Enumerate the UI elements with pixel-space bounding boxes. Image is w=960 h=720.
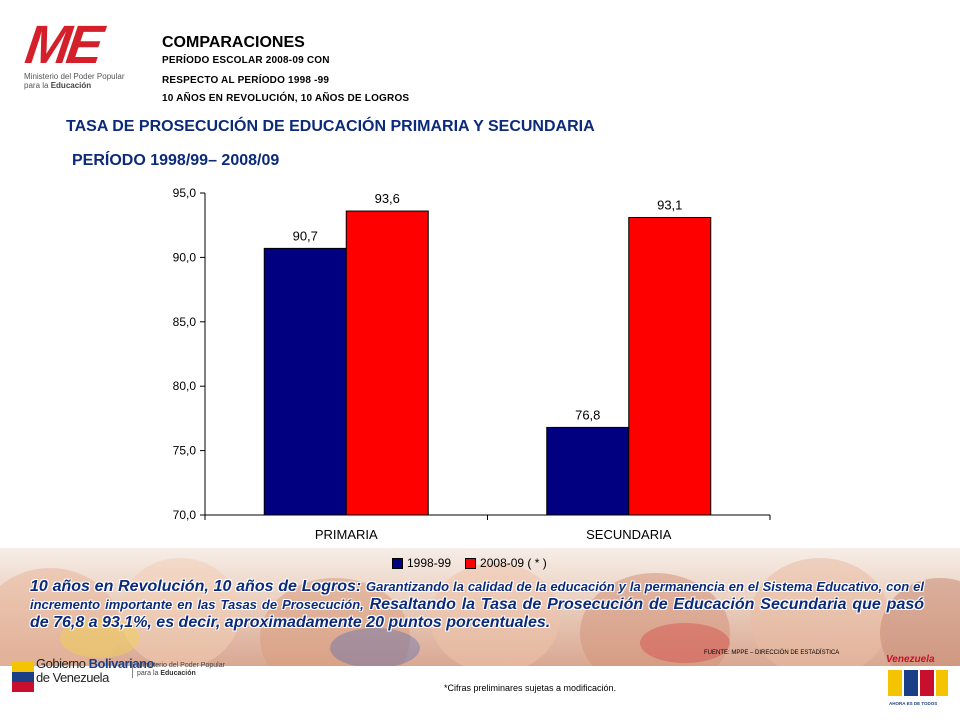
- ministerio-bold: Educación: [160, 670, 196, 677]
- y-tick-label: 90,0: [173, 250, 197, 264]
- chart-title: TASA DE PROSECUCIÓN DE EDUCACIÓN PRIMARI…: [66, 118, 595, 135]
- venezuela-logo: [888, 670, 948, 696]
- x-axis-labels: PRIMARIA SECUNDARIA: [315, 527, 672, 542]
- legend-label-2008: 2008-09 ( * ): [480, 556, 547, 570]
- y-tick-label: 75,0: [173, 444, 197, 458]
- header-line-3: 10 AÑOS EN REVOLUCIÓN, 10 AÑOS DE LOGROS: [162, 93, 410, 104]
- legend-label-1998: 1998-99: [407, 556, 452, 570]
- summary-text: 10 años en Revolución, 10 años de Logros…: [30, 578, 924, 632]
- bar-secundaria-1998: [546, 426, 630, 516]
- bar-primaria-1998: [263, 247, 347, 516]
- legend-swatch-1998: [392, 557, 403, 569]
- data-source: FUENTE: MPPE – DIRECCIÓN DE ESTADÍSTICA: [704, 650, 840, 656]
- bar-chart: 70,0 75,0 80,0 85,0 90,0 95,0 90,7 93,6 76,8 93,…: [173, 186, 771, 542]
- me-logo-sub-line1: Ministerio del Poder Popular: [24, 72, 125, 81]
- ministerio-line1: Ministerio del Poder Popular: [137, 662, 225, 669]
- chart-bars: [263, 210, 712, 516]
- data-label: 93,6: [375, 191, 400, 206]
- background-photo-band: [0, 548, 960, 666]
- venezuela-wordmark: Venezuela: [886, 654, 935, 665]
- data-labels: 90,7 93,6 76,8 93,1: [293, 191, 683, 422]
- gobierno-line2: de Venezuela: [36, 670, 109, 685]
- me-logo: ME Ministerio del Poder Popular para la …: [22, 14, 142, 94]
- x-category-label: SECUNDARIA: [586, 527, 672, 542]
- header-line-2: RESPECTO AL PERÍODO 1998 -99: [162, 75, 330, 86]
- legend-item-1998: 1998-99: [392, 556, 451, 570]
- gobierno-text: Gobierno Bolivariano de Venezuela: [36, 657, 154, 685]
- me-logo-sub-line2: para la: [24, 81, 49, 90]
- legend-item-2008: 2008-09 ( * ): [465, 556, 547, 570]
- y-tick-label: 95,0: [173, 186, 197, 200]
- gobierno-line1: Gobierno: [36, 656, 86, 671]
- summary-highlight: Resaltando la Tasa de Prosecución de Edu…: [30, 596, 925, 631]
- legend-swatch-2008: [465, 557, 477, 569]
- summary-detail: Garantizando la calidad de la educación …: [30, 579, 924, 612]
- bar-secundaria-2008: [628, 216, 712, 516]
- data-label: 90,7: [293, 228, 318, 243]
- me-logo-subtitle: Ministerio del Poder Popular para la Edu…: [24, 72, 144, 90]
- footer-bar: [0, 670, 960, 720]
- summary-lead: 10 años en Revolución, 10 años de Logros…: [30, 578, 362, 595]
- ministerio-text: Ministerio del Poder Popular para la Edu…: [132, 662, 225, 678]
- venezuela-tagline: AHORA ES DE TODOS: [889, 701, 938, 706]
- gobierno-bolivariano-logo: [12, 662, 34, 692]
- ministerio-line2: para la: [137, 670, 159, 677]
- data-label: 93,1: [657, 197, 682, 212]
- x-category-label: PRIMARIA: [315, 527, 378, 542]
- data-label: 76,8: [575, 407, 600, 422]
- header-line-1: PERÍODO ESCOLAR 2008-09 CON: [162, 55, 330, 66]
- y-axis-ticks: 70,0 75,0 80,0 85,0 90,0 95,0: [173, 186, 205, 522]
- me-logo-sub-bold: Educación: [50, 81, 92, 90]
- gobierno-line1-bold: Bolivariano: [88, 656, 155, 671]
- chart-legend: 1998-99 2008-09 ( * ): [392, 556, 547, 570]
- footnote: *Cifras preliminares sujetas a modificac…: [444, 683, 617, 693]
- chart-subtitle: PERÍODO 1998/99– 2008/09: [72, 152, 280, 169]
- bar-primaria-2008: [345, 210, 429, 516]
- y-tick-label: 80,0: [173, 379, 197, 393]
- y-tick-label: 85,0: [173, 315, 197, 329]
- y-tick-label: 70,0: [173, 508, 197, 522]
- header-title: COMPARACIONES: [162, 34, 305, 51]
